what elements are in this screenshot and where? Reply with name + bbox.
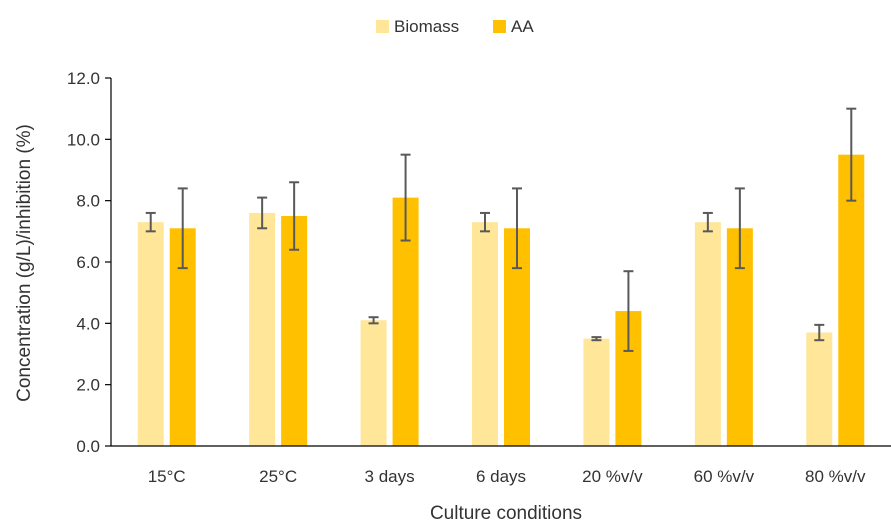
- error-bar-aa: [734, 187, 745, 270]
- y-axis-title: Concentration (g/L)/inhibition (%): [14, 124, 35, 402]
- error-bar-biomass: [702, 211, 713, 233]
- y-tick-label: 8.0: [76, 192, 100, 211]
- legend-swatch-biomass: [376, 20, 389, 33]
- y-tick-label: 4.0: [76, 314, 100, 333]
- bar-aa: [281, 216, 308, 446]
- x-tick-label: 80 %v/v: [805, 467, 866, 486]
- legend-label-aa: AA: [511, 17, 534, 36]
- y-tick-label: 6.0: [76, 253, 100, 272]
- error-bar-aa: [846, 107, 857, 202]
- bar-biomass: [137, 222, 164, 446]
- error-bar-aa: [177, 187, 188, 270]
- x-tick-label: 15°C: [148, 467, 186, 486]
- bar-biomass: [472, 222, 498, 446]
- x-tick-label: 6 days: [476, 467, 526, 486]
- y-tick-label: 12.0: [67, 69, 100, 88]
- error-bar-aa: [623, 270, 634, 352]
- error-bars-group: [145, 107, 857, 352]
- x-tick-label: 3 days: [365, 467, 415, 486]
- bar-biomass: [694, 222, 721, 446]
- error-bar-aa: [400, 153, 411, 242]
- x-tick-label: 25°C: [259, 467, 297, 486]
- legend-label-biomass: Biomass: [394, 17, 459, 36]
- error-bar-biomass: [145, 211, 156, 233]
- bar-biomass: [360, 320, 387, 446]
- x-axis-title: Culture conditions: [430, 503, 582, 524]
- x-tick-label: 20 %v/v: [582, 467, 643, 486]
- x-tick-label: 60 %v/v: [694, 467, 755, 486]
- chart-legend: Biomass AA: [376, 17, 534, 36]
- y-tick-label: 0.0: [76, 437, 100, 456]
- error-bar-biomass: [368, 316, 379, 325]
- error-bar-aa: [512, 187, 522, 270]
- legend-swatch-aa: [493, 20, 506, 33]
- x-axis: 15°C 25°C 3 days 6 days 20 %v/v 60 %v/v 80 %v/…: [111, 445, 891, 486]
- bar-aa: [838, 154, 865, 446]
- bar-biomass: [806, 332, 833, 446]
- y-tick-label: 2.0: [76, 376, 100, 395]
- error-bar-aa: [289, 181, 300, 251]
- bar-biomass: [583, 338, 610, 446]
- bar-biomass: [249, 212, 276, 446]
- bars-group: [137, 154, 865, 446]
- y-axis: 0.0 2.0 4.0 6.0 8.0 10.0 12.0: [67, 69, 112, 456]
- error-bar-biomass: [814, 323, 825, 342]
- y-tick-label: 10.0: [67, 130, 100, 149]
- error-bar-biomass: [257, 196, 268, 230]
- error-bar-biomass: [480, 211, 490, 233]
- error-bar-biomass: [591, 336, 602, 342]
